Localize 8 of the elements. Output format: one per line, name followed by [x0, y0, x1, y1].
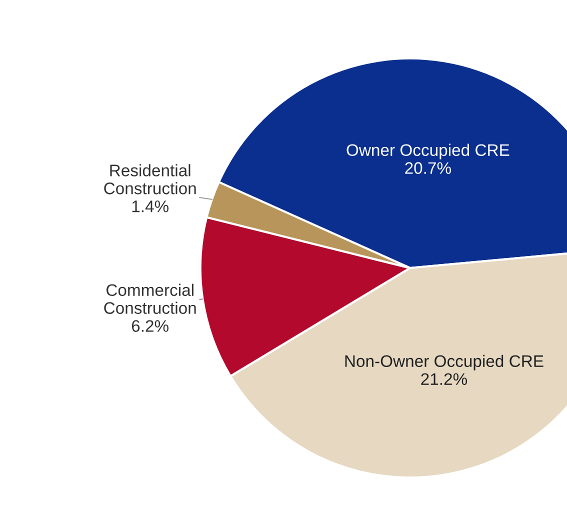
data-label: 21.2% [421, 373, 468, 385]
data-label: 1.4% [132, 200, 168, 212]
slice-label: Commercial Construction [104, 284, 196, 314]
slice-label: Owner Occupied CRE [346, 144, 510, 160]
slice-label: Non-Owner Occupied CRE [345, 354, 544, 370]
data-label: 6.2% [132, 320, 168, 332]
data-label: 20.7% [405, 162, 451, 174]
slice-label: Residential Construction [104, 164, 196, 194]
